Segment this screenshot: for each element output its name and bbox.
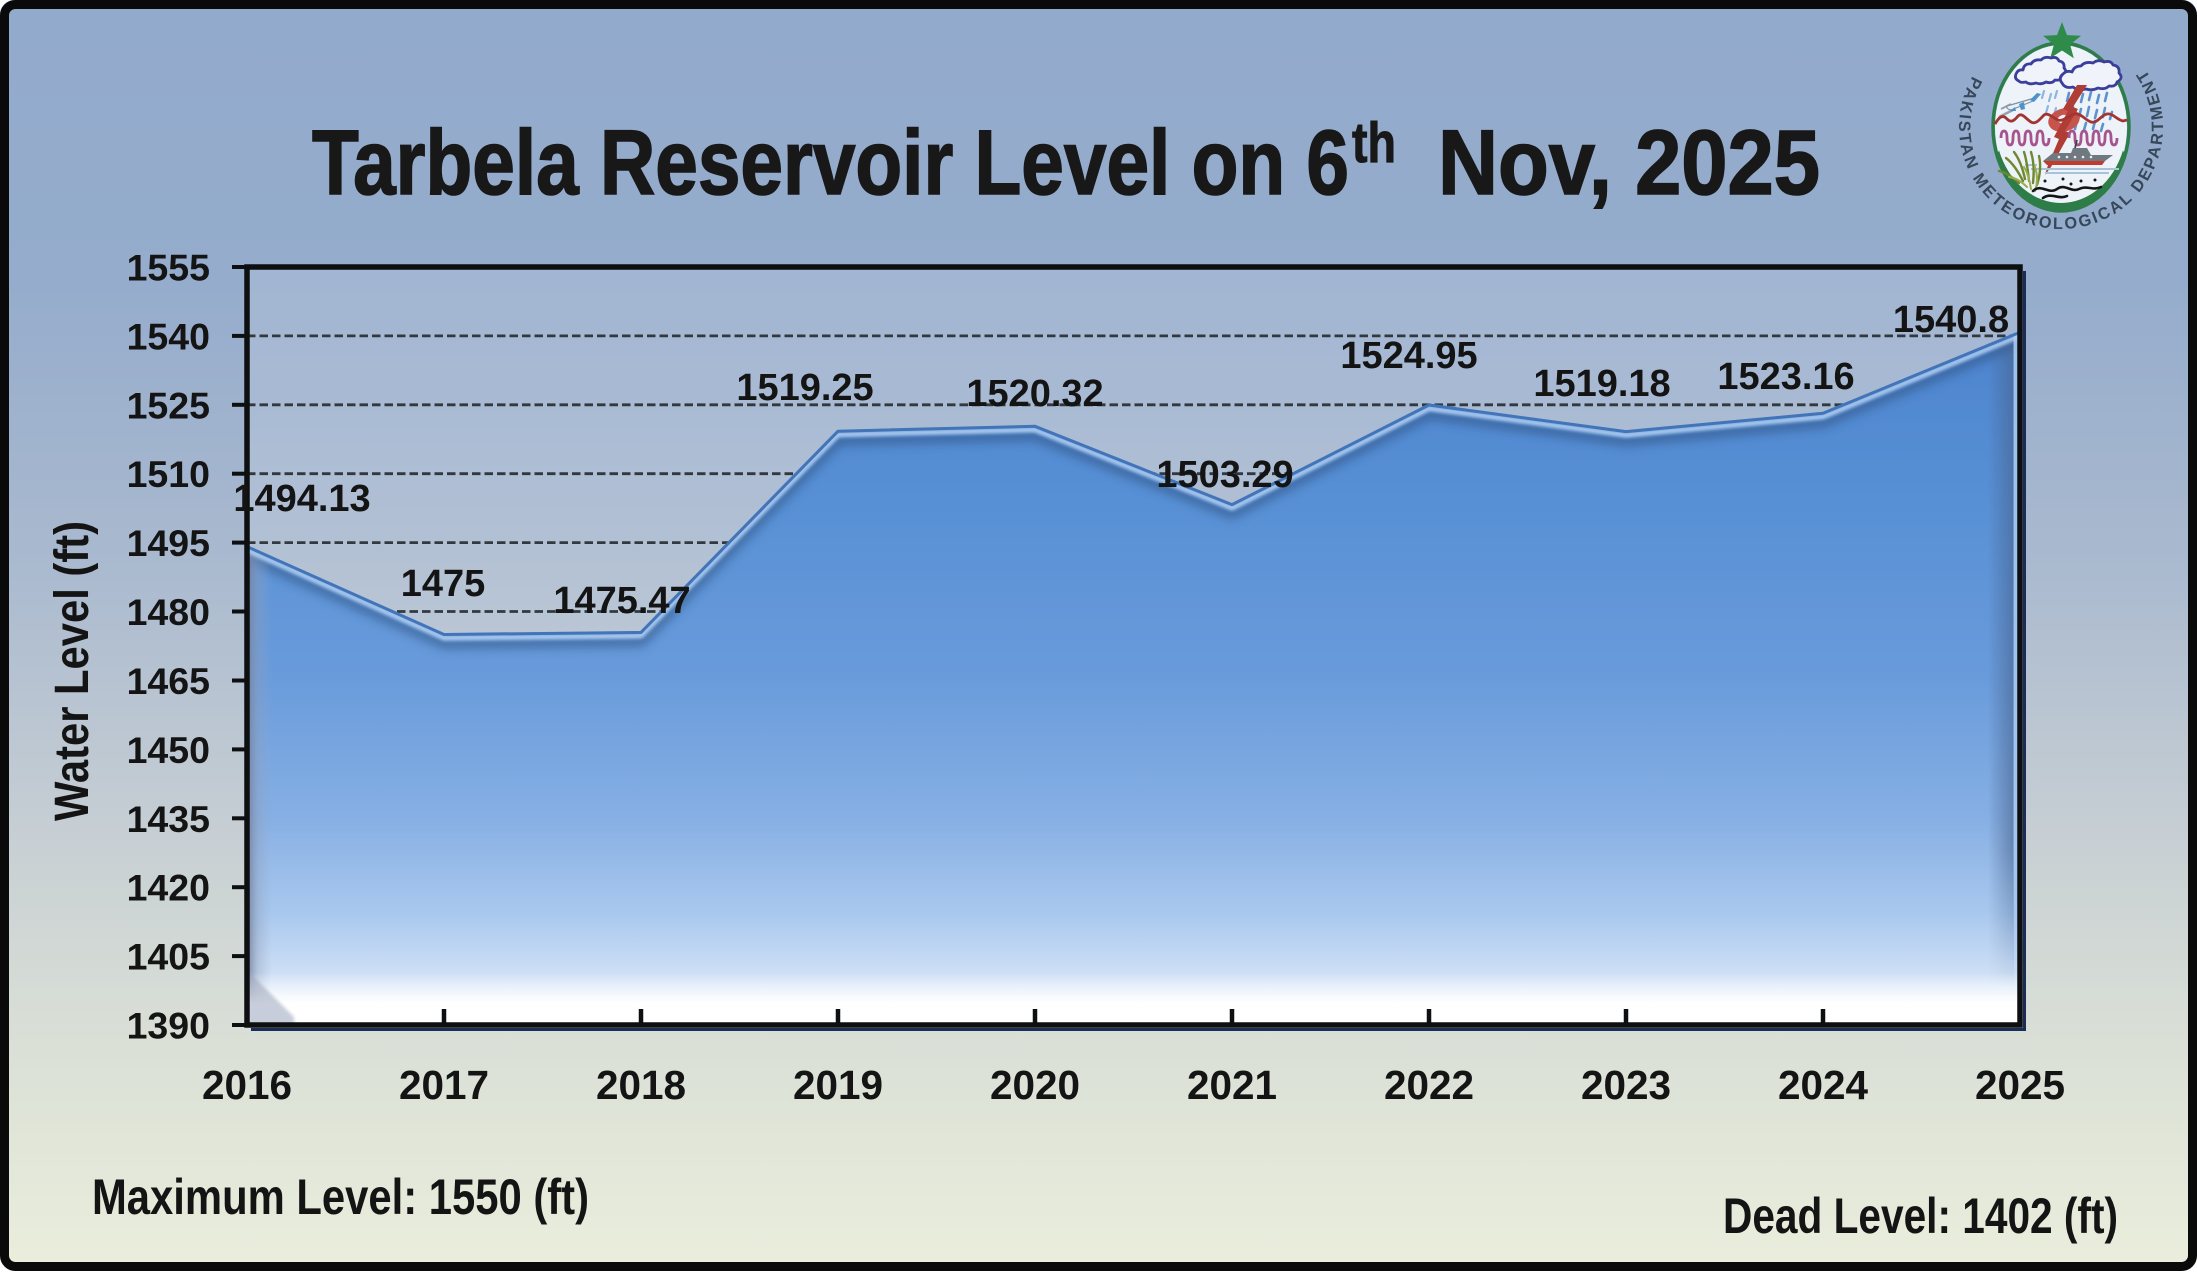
svg-text:1475.47: 1475.47 (553, 580, 690, 622)
svg-text:1519.18: 1519.18 (1533, 363, 1670, 405)
svg-text:1494.13: 1494.13 (233, 478, 370, 520)
svg-text:2019: 2019 (793, 1062, 883, 1108)
svg-text:1540.8: 1540.8 (1893, 299, 2009, 341)
svg-text:1480: 1480 (127, 591, 210, 633)
svg-text:Nov, 2025: Nov, 2025 (1438, 112, 1820, 214)
svg-text:Tarbela Reservoir Level on 6: Tarbela Reservoir Level on 6 (312, 112, 1349, 214)
svg-text:1524.95: 1524.95 (1340, 335, 1477, 377)
svg-text:2023: 2023 (1581, 1062, 1671, 1108)
svg-text:Dead Level: 1402 (ft): Dead Level: 1402 (ft) (1723, 1188, 2118, 1244)
svg-text:1475: 1475 (401, 563, 486, 605)
svg-text:1405: 1405 (127, 936, 210, 978)
svg-text:2021: 2021 (1187, 1062, 1277, 1108)
svg-text:1435: 1435 (127, 798, 210, 840)
svg-text:Water Level (ft): Water Level (ft) (46, 521, 99, 821)
svg-text:1390: 1390 (127, 1005, 210, 1047)
svg-text:th: th (1352, 111, 1396, 175)
svg-text:1525: 1525 (127, 384, 210, 426)
svg-text:1540: 1540 (127, 315, 210, 357)
svg-text:1523.16: 1523.16 (1717, 356, 1854, 398)
svg-text:2024: 2024 (1778, 1062, 1869, 1108)
svg-text:1510: 1510 (127, 453, 210, 495)
svg-text:2018: 2018 (596, 1062, 686, 1108)
svg-text:2017: 2017 (399, 1062, 489, 1108)
svg-text:1465: 1465 (127, 660, 210, 702)
svg-text:2025: 2025 (1975, 1062, 2065, 1108)
svg-text:2016: 2016 (202, 1062, 292, 1108)
svg-text:1420: 1420 (127, 867, 210, 909)
svg-text:1520.32: 1520.32 (966, 373, 1103, 415)
svg-text:1450: 1450 (127, 729, 210, 771)
svg-text:Maximum Level: 1550 (ft): Maximum Level: 1550 (ft) (92, 1169, 589, 1225)
svg-text:1519.25: 1519.25 (736, 367, 873, 409)
svg-text:1503.29: 1503.29 (1156, 454, 1293, 496)
svg-text:2020: 2020 (990, 1062, 1080, 1108)
svg-text:2022: 2022 (1384, 1062, 1474, 1108)
svg-text:1495: 1495 (127, 522, 210, 564)
svg-text:1555: 1555 (127, 247, 210, 289)
